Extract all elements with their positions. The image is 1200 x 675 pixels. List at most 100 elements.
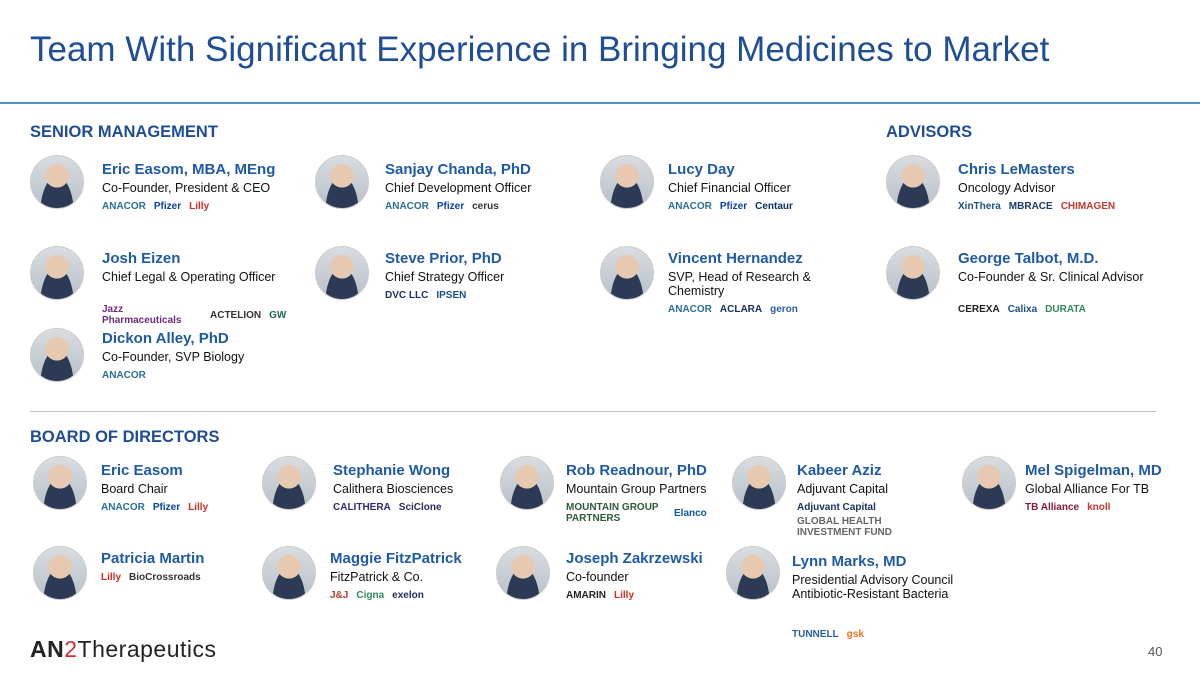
company-logo: SciClone: [398, 502, 442, 513]
person-role: Calithera Biosciences: [333, 482, 454, 496]
person-role: Co-Founder, President & CEO: [102, 181, 271, 195]
person-role: Oncology Advisor: [958, 181, 1056, 195]
company-logos: J&J Cigna exelon: [330, 590, 485, 601]
person-name: Eric Easom: [101, 462, 183, 479]
company-logo: Pfizer: [436, 201, 465, 212]
company-logos: ANACOR Pfizer Lilly: [101, 502, 256, 513]
company-logos: AMARIN Lilly: [566, 590, 716, 601]
section-divider: [30, 411, 1156, 412]
person-photo: [886, 155, 940, 209]
person-photo: [886, 246, 940, 300]
company-logos: TB Alliance knoll: [1025, 502, 1175, 513]
person-role: SVP, Head of Research & Chemistry: [668, 270, 811, 298]
company-logo: CALITHERA: [333, 502, 391, 513]
person-role: Chief Strategy Officer: [385, 270, 505, 284]
person-role: Co-founder: [566, 570, 629, 584]
company-logo: Pfizer: [153, 201, 182, 212]
company-logo: Calixa: [1007, 304, 1038, 315]
person-role: Presidential Advisory Council Antibiotic…: [792, 573, 954, 601]
person-photo: [726, 546, 780, 600]
company-logo: CHIMAGEN: [1060, 201, 1116, 212]
person-photo: [33, 546, 87, 600]
company-logo: CEREXA: [958, 304, 1000, 315]
company-logos: ANACOR ACLARA geron: [668, 304, 858, 315]
person-photo: [962, 456, 1016, 510]
company-logo: Cigna: [356, 590, 385, 601]
person-name: Steve Prior, PhD: [385, 250, 502, 267]
person-role: Mountain Group Partners: [566, 482, 707, 496]
person-role: Chief Development Officer: [385, 181, 532, 195]
person-role: Chief Financial Officer: [668, 181, 791, 195]
company-logos: Lilly BioCrossroads: [101, 572, 256, 583]
company-logos: DVC LLC IPSEN: [385, 290, 575, 301]
company-logo: MOUNTAIN GROUP PARTNERS: [566, 502, 659, 524]
company-logo: Lilly: [188, 502, 209, 513]
company-logo: ANACOR: [668, 304, 712, 315]
person-name: Rob Readnour, PhD: [566, 462, 707, 479]
board-heading: BOARD OF DIRECTORS: [30, 428, 220, 446]
person-name: Josh Eizen: [102, 250, 181, 267]
person-name: Maggie FitzPatrick: [330, 550, 462, 567]
person-role: Co-Founder & Sr. Clinical Advisor: [958, 270, 1144, 284]
person-photo: [732, 456, 786, 510]
company-logos: Adjuvant Capital GLOBAL HEALTH INVESTMENT…: [797, 502, 947, 538]
person-name: Lynn Marks, MD: [792, 553, 907, 570]
company-logo: Pfizer: [719, 201, 748, 212]
person-name: Dickon Alley, PhD: [102, 330, 229, 347]
person-name: Sanjay Chanda, PhD: [385, 161, 531, 178]
person-name: Lucy Day: [668, 161, 735, 178]
person-photo: [30, 328, 84, 382]
advisors-heading: ADVISORS: [886, 123, 973, 141]
person-role: Chief Legal & Operating Officer: [102, 270, 276, 284]
company-logo: IPSEN: [436, 290, 467, 301]
company-logos: MOUNTAIN GROUP PARTNERS Elanco: [566, 502, 721, 524]
person-role: Global Alliance For TB: [1025, 482, 1150, 496]
company-logos: CEREXA Calixa DURATA: [958, 304, 1148, 315]
person-photo: [600, 246, 654, 300]
page-number: 40: [1148, 644, 1163, 659]
company-logo: TB Alliance: [1025, 502, 1080, 513]
person-photo: [315, 246, 369, 300]
person-name: Stephanie Wong: [333, 462, 451, 479]
company-logo: ANACOR: [102, 201, 146, 212]
person-photo: [262, 456, 316, 510]
person-name: George Talbot, M.D.: [958, 250, 1099, 267]
person-name: Vincent Hernandez: [668, 250, 803, 267]
slide-title: Team With Significant Experience in Brin…: [30, 30, 1050, 69]
company-logo: Pfizer: [152, 502, 181, 513]
person-photo: [496, 546, 550, 600]
company-logos: Jazz Pharmaceuticals ACTELION GW: [102, 304, 292, 326]
person-photo: [600, 155, 654, 209]
person-name: Kabeer Aziz: [797, 462, 882, 479]
person-role: Co-Founder, SVP Biology: [102, 350, 245, 364]
person-photo: [262, 546, 316, 600]
company-logo: ANACOR: [385, 201, 429, 212]
company-logo: XinThera: [958, 201, 1001, 212]
company-logo: TUNNELL: [792, 629, 839, 640]
company-logos: ANACOR: [102, 370, 292, 381]
company-logo: GLOBAL HEALTH INVESTMENT FUND: [797, 516, 892, 538]
company-logo: ANACOR: [101, 502, 145, 513]
person-role: Board Chair: [101, 482, 168, 496]
person-name: Chris LeMasters: [958, 161, 1075, 178]
company-logo: AN2Therapeutics: [30, 636, 217, 663]
company-logo: Centaur: [755, 201, 793, 212]
person-photo: [30, 246, 84, 300]
company-logo: DURATA: [1045, 304, 1086, 315]
person-photo: [33, 456, 87, 510]
person-role: Adjuvant Capital: [797, 482, 889, 496]
person-name: Eric Easom, MBA, MEng: [102, 161, 276, 178]
company-logos: CALITHERA SciClone: [333, 502, 488, 513]
person-name: Mel Spigelman, MD: [1025, 462, 1162, 479]
company-logo: gsk: [846, 629, 864, 640]
person-role: FitzPatrick & Co.: [330, 570, 424, 584]
senior-management-heading: SENIOR MANAGEMENT: [30, 123, 218, 141]
company-logo: ANACOR: [668, 201, 712, 212]
logo-an: AN: [30, 636, 65, 662]
company-logos: ANACOR Pfizer cerus: [385, 201, 575, 212]
company-logos: ANACOR Pfizer Centaur: [668, 201, 858, 212]
company-logo: ANACOR: [102, 370, 146, 381]
person-photo: [500, 456, 554, 510]
title-rule: [0, 102, 1200, 104]
company-logo: cerus: [472, 201, 499, 212]
